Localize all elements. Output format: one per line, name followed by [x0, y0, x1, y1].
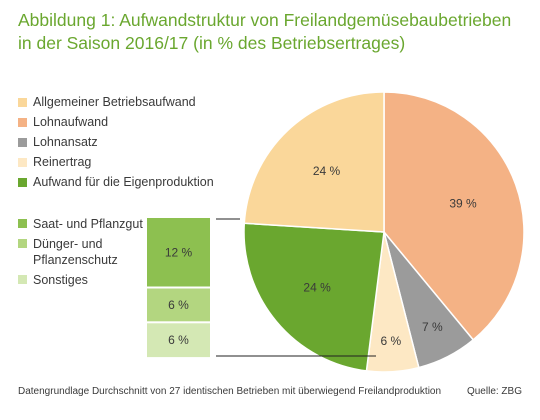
pie-slice	[383, 91, 525, 341]
pie-slice	[243, 91, 385, 233]
chart-title: Abbildung 1: Aufwandstruktur von Freilan…	[18, 9, 528, 55]
legend-item: Allgemeiner Betriebsaufwand	[18, 92, 214, 112]
stack-segment-label: 6 %	[168, 333, 189, 347]
stack-legend-item: Sonstiges	[18, 272, 143, 288]
legend-item: Aufwand für die Eigenproduktion	[18, 172, 214, 192]
stack-legend-item: Dünger- und Pflanzenschutz	[18, 236, 143, 268]
legend-label: Lohnansatz	[33, 135, 98, 149]
stacked-bar: 12 % 6 % 6 %	[147, 218, 210, 358]
legend-swatch	[18, 239, 27, 248]
legend-swatch	[18, 275, 27, 284]
stack-legend-item: Saat- und Pflanzgut	[18, 216, 143, 232]
legend-item: Reinertrag	[18, 152, 214, 172]
pie-legend: Allgemeiner Betriebsaufwand Lohnaufwand …	[18, 92, 214, 192]
legend-label: Reinertrag	[33, 155, 92, 169]
stack-segment-label: 12 %	[165, 245, 193, 259]
pie-slice-label: 7 %	[422, 320, 443, 334]
pie-chart: 39 % 7 % 6 % 24 % 24 %	[243, 91, 525, 373]
stack-segment	[147, 323, 210, 358]
pie-slice	[243, 222, 385, 372]
legend-label: Lohnaufwand	[33, 115, 109, 129]
legend-label: Saat- und Pflanzgut	[33, 217, 143, 231]
title-line-1: Abbildung 1: Aufwandstruktur von Freilan…	[18, 10, 512, 30]
legend-swatch	[18, 177, 27, 187]
legend-swatch	[18, 117, 27, 127]
stack-segment	[147, 288, 210, 322]
connector-lines	[216, 218, 376, 357]
legend-label: Sonstiges	[33, 273, 88, 287]
pie-slice-label: 39 %	[449, 197, 477, 211]
stack-segment	[147, 218, 210, 287]
stack-legend: Saat- und Pflanzgut Dünger- und Pflanzen…	[18, 216, 143, 292]
legend-swatch	[18, 157, 27, 167]
pie-slice-label: 6 %	[381, 334, 402, 348]
legend-swatch	[18, 97, 27, 107]
legend-label: Allgemeiner Betriebsaufwand	[33, 95, 196, 109]
stack-segment-label: 6 %	[168, 298, 189, 312]
legend-item: Lohnaufwand	[18, 112, 214, 132]
legend-label: Dünger- und Pflanzenschutz	[33, 237, 118, 267]
legend-label: Aufwand für die Eigenproduktion	[33, 175, 214, 189]
source-note: Quelle: ZBG	[466, 386, 522, 397]
legend-swatch	[18, 219, 27, 228]
footnote: Datengrundlage Durchschnitt von 27 ident…	[18, 386, 442, 397]
legend-swatch	[18, 137, 27, 147]
title-line-2: in der Saison 2016/17 (in % des Betriebs…	[18, 33, 406, 53]
legend-item: Lohnansatz	[18, 132, 214, 152]
pie-slice-label: 24 %	[313, 164, 341, 178]
pie-slice-label: 24 %	[303, 280, 331, 294]
